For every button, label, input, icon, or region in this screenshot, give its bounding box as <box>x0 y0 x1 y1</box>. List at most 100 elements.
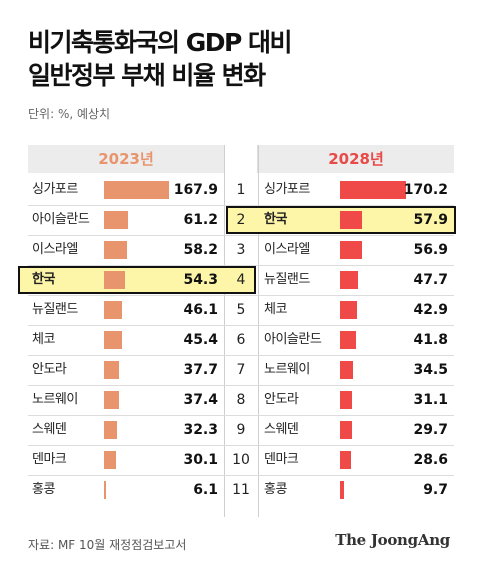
row-separator <box>28 325 454 326</box>
bar-2028 <box>340 481 344 499</box>
rank-label: 5 <box>236 302 246 318</box>
country-label-2028: 홍콩 <box>264 482 287 497</box>
table-row: 싱가포르 167.9 싱가포르 170.2 1 <box>0 175 480 205</box>
country-label-2023: 노르웨이 <box>32 392 78 407</box>
table-row: 스웨덴 32.3 스웨덴 29.7 9 <box>0 415 480 445</box>
value-label-2023: 32.3 <box>183 422 218 438</box>
value-label-2023: 37.4 <box>183 392 218 408</box>
rank-label: 2 <box>236 212 246 228</box>
table-row: 한국 54.3 뉴질랜드 47.7 4 <box>0 265 480 295</box>
rank-label: 3 <box>236 242 246 258</box>
value-label-2023: 58.2 <box>183 242 218 258</box>
table-row: 홍콩 6.1 홍콩 9.7 11 <box>0 475 480 505</box>
bar-2028 <box>340 181 406 199</box>
row-separator <box>28 355 454 356</box>
value-label-2028: 29.7 <box>413 422 448 438</box>
value-label-2028: 31.1 <box>413 392 448 408</box>
bar-2028 <box>340 361 354 379</box>
value-label-2023: 167.9 <box>173 182 218 198</box>
value-label-2023: 6.1 <box>193 482 218 498</box>
bar-2023 <box>104 211 128 229</box>
unit-label: 단위: %, 예상치 <box>28 107 111 121</box>
row-separator <box>28 205 454 206</box>
value-label-2023: 54.3 <box>183 272 218 288</box>
rank-label: 4 <box>236 272 246 288</box>
table-row: 뉴질랜드 46.1 체코 42.9 5 <box>0 295 480 325</box>
value-label-2028: 41.8 <box>413 332 448 348</box>
country-label-2028: 이스라엘 <box>264 242 310 257</box>
bar-2023 <box>104 271 126 289</box>
country-label-2023: 싱가포르 <box>32 182 78 197</box>
country-label-2028: 체코 <box>264 302 287 317</box>
brand-logo: The JoongAng <box>335 531 450 549</box>
country-label-2028: 안도라 <box>264 392 299 407</box>
country-label-2028: 덴마크 <box>264 452 299 467</box>
value-label-2023: 61.2 <box>183 212 218 228</box>
table-row: 체코 45.4 아이슬란드 41.8 6 <box>0 325 480 355</box>
country-label-2023: 아이슬란드 <box>32 212 90 227</box>
bar-2028 <box>340 211 363 229</box>
country-label-2023: 스웨덴 <box>32 422 67 437</box>
value-label-2028: 57.9 <box>413 212 448 228</box>
row-separator <box>28 445 454 446</box>
row-separator <box>28 295 454 296</box>
value-label-2028: 47.7 <box>413 272 448 288</box>
country-label-2023: 한국 <box>32 272 55 287</box>
value-label-2028: 56.9 <box>413 242 448 258</box>
value-label-2028: 34.5 <box>413 362 448 378</box>
value-label-2028: 9.7 <box>423 482 448 498</box>
country-label-2023: 홍콩 <box>32 482 55 497</box>
table-row: 덴마크 30.1 덴마크 28.6 10 <box>0 445 480 475</box>
country-label-2028: 한국 <box>264 212 287 227</box>
country-label-2028: 노르웨이 <box>264 362 310 377</box>
rank-label: 11 <box>232 482 250 498</box>
rank-label: 6 <box>236 332 246 348</box>
rank-label: 7 <box>236 362 246 378</box>
bar-2028 <box>340 331 357 349</box>
table-row: 노르웨이 37.4 안도라 31.1 8 <box>0 385 480 415</box>
bar-2028 <box>340 421 352 439</box>
bar-2023 <box>104 181 170 199</box>
bar-2028 <box>340 391 353 409</box>
bar-2023 <box>104 421 117 439</box>
bar-2028 <box>340 451 352 469</box>
country-label-2028: 스웨덴 <box>264 422 299 437</box>
title-line-1: 비기축통화국의 GDP 대비 <box>28 28 293 57</box>
row-separator <box>28 415 454 416</box>
chart-title: 비기축통화국의 GDP 대비 일반정부 부채 비율 변화 <box>28 26 293 92</box>
country-label-2023: 덴마크 <box>32 452 67 467</box>
bar-2028 <box>340 301 357 319</box>
rank-label: 1 <box>236 182 246 198</box>
country-label-2023: 뉴질랜드 <box>32 302 78 317</box>
row-separator <box>28 235 454 236</box>
row-separator <box>28 475 454 476</box>
country-label-2028: 뉴질랜드 <box>264 272 310 287</box>
bar-2023 <box>104 241 127 259</box>
table-row: 아이슬란드 61.2 한국 57.9 2 <box>0 205 480 235</box>
row-separator <box>28 385 454 386</box>
value-label-2028: 28.6 <box>413 452 448 468</box>
table-row: 안도라 37.7 노르웨이 34.5 7 <box>0 355 480 385</box>
highlight-box-2028 <box>226 206 456 234</box>
header-2028: 2028년 <box>258 145 454 173</box>
country-label-2023: 체코 <box>32 332 55 347</box>
value-label-2023: 46.1 <box>183 302 218 318</box>
value-label-2023: 30.1 <box>183 452 218 468</box>
value-label-2023: 45.4 <box>183 332 218 348</box>
bar-2023 <box>104 301 122 319</box>
country-label-2028: 싱가포르 <box>264 182 310 197</box>
value-label-2023: 37.7 <box>183 362 218 378</box>
bar-2028 <box>340 241 363 259</box>
title-line-2: 일반정부 부채 비율 변화 <box>28 61 266 90</box>
bar-2023 <box>104 451 116 469</box>
value-label-2028: 170.2 <box>403 182 448 198</box>
header-rank <box>224 145 258 173</box>
divider-left <box>224 145 225 517</box>
bar-2023 <box>104 331 122 349</box>
bar-2023 <box>104 481 107 499</box>
country-label-2023: 안도라 <box>32 362 67 377</box>
bar-2023 <box>104 361 119 379</box>
bar-2023 <box>104 391 119 409</box>
header-2023: 2023년 <box>28 145 224 173</box>
